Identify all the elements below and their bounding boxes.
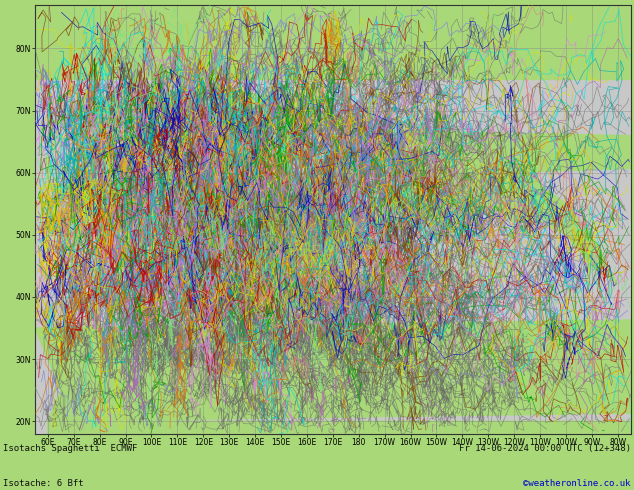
Polygon shape bbox=[385, 160, 488, 235]
Polygon shape bbox=[462, 142, 618, 285]
Polygon shape bbox=[230, 272, 268, 353]
Polygon shape bbox=[35, 316, 634, 421]
Polygon shape bbox=[48, 322, 634, 434]
Polygon shape bbox=[48, 86, 634, 266]
Text: Isotachs Spaghetti  ECMWF: Isotachs Spaghetti ECMWF bbox=[3, 444, 138, 453]
Polygon shape bbox=[74, 142, 359, 421]
Text: ©weatheronline.co.uk: ©weatheronline.co.uk bbox=[523, 479, 631, 488]
Text: Isotache: 6 Bft: Isotache: 6 Bft bbox=[3, 479, 84, 488]
Text: Fr 14-06-2024 00:00 UTC (12+348): Fr 14-06-2024 00:00 UTC (12+348) bbox=[459, 444, 631, 453]
